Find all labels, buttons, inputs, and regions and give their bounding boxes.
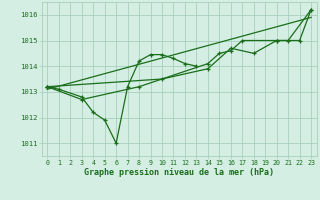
X-axis label: Graphe pression niveau de la mer (hPa): Graphe pression niveau de la mer (hPa) bbox=[84, 168, 274, 177]
